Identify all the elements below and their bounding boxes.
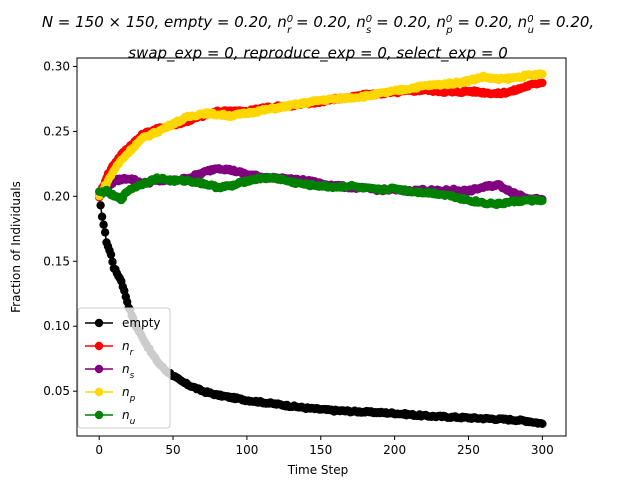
data-point: [538, 419, 547, 428]
y-tick-label: 0.10: [43, 319, 70, 333]
series-n-u: [95, 172, 547, 210]
data-point: [106, 250, 116, 259]
legend-label: empty: [122, 316, 161, 330]
legend-box: [77, 307, 171, 429]
y-axis: 0.05 0.10 0.15 0.20 0.25 0.30: [43, 59, 77, 398]
legend-marker: [94, 318, 104, 328]
data-point: [97, 212, 107, 221]
x-tick-label: 0: [95, 443, 103, 457]
x-tick-label: 100: [235, 443, 258, 457]
legend-marker: [94, 364, 104, 374]
data-point: [538, 69, 547, 79]
y-tick-label: 0.05: [43, 384, 70, 398]
chart-title-line-1: N = 150 × 150, empty = 0.20, n0 r = 0.20,…: [42, 13, 594, 36]
legend-label: np: [122, 385, 136, 404]
y-tick-label: 0.20: [43, 189, 70, 203]
legend-marker: [94, 387, 104, 397]
legend-label: nu: [122, 408, 136, 427]
x-tick-label: 150: [309, 443, 332, 457]
data-point: [96, 201, 105, 210]
axes-frame: [76, 57, 567, 437]
data-point: [538, 78, 547, 88]
y-axis-label: Fraction of Individuals: [9, 181, 23, 313]
legend-marker: [94, 341, 104, 351]
data-point: [538, 196, 547, 205]
plot-area: [95, 69, 547, 428]
x-axis-label: Time Step: [287, 463, 349, 477]
series-n-p: [95, 69, 547, 201]
data-point: [99, 220, 108, 229]
x-tick-label: 50: [165, 443, 180, 457]
chart-title-line-2: swap_exp = 0, reproduce_exp = 0, select_…: [128, 44, 508, 63]
y-tick-label: 0.30: [43, 59, 70, 73]
x-axis: 0 50 100 150 200 250 300: [95, 436, 554, 457]
series-empty: [95, 191, 547, 428]
legend-marker: [94, 410, 104, 420]
legend: empty nr ns np nu: [77, 307, 171, 429]
legend-label: nr: [122, 339, 135, 358]
y-tick-label: 0.25: [43, 124, 70, 138]
data-point: [100, 228, 110, 237]
x-tick-label: 200: [383, 443, 406, 457]
x-tick-label: 300: [531, 443, 554, 457]
legend-label: ns: [122, 362, 135, 381]
x-tick-label: 250: [457, 443, 480, 457]
y-tick-label: 0.15: [43, 254, 70, 268]
data-point: [108, 257, 117, 266]
